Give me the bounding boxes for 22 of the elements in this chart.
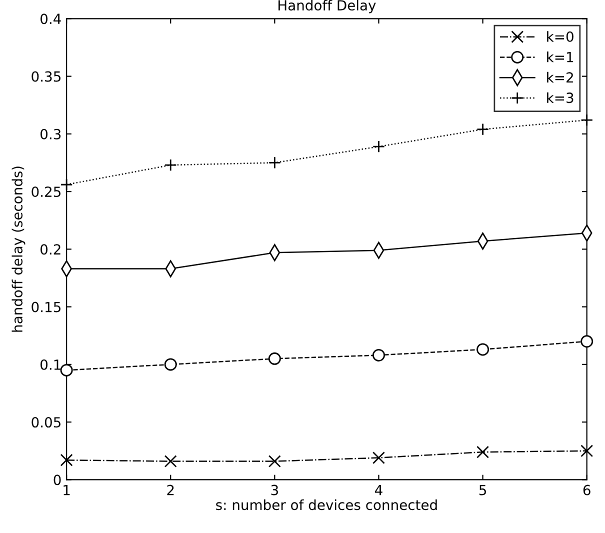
legend-label: k=3 — [547, 92, 574, 104]
y-tick-label: 0.05 — [32, 417, 60, 428]
y-tick-label: 0.2 — [40, 244, 60, 255]
y-tick-label: 0.4 — [40, 14, 61, 24]
y-tick-label: 0.3 — [40, 128, 61, 140]
legend-label: k=0 — [547, 31, 574, 42]
legend-label: k=2 — [547, 72, 573, 82]
x-tick-label: 6 — [583, 484, 590, 496]
y-tick-label: 0 — [54, 474, 61, 486]
x-tick-label: 4 — [374, 484, 382, 496]
y-tick-label: 0.15 — [32, 302, 60, 312]
y-tick-label: 0.35 — [32, 71, 60, 82]
x-tick-label: 2 — [167, 484, 174, 496]
y-axis-title: handoff delay (seconds) — [12, 166, 26, 332]
x-tick-label: 1 — [64, 484, 70, 496]
x-axis-title: s: number of devices connected — [216, 499, 437, 510]
legend-label: k=1 — [547, 52, 574, 62]
y-tick-label: 0.1 — [40, 359, 60, 370]
x-tick-label: 3 — [271, 484, 278, 496]
x-tick-label: 5 — [479, 484, 486, 496]
y-tick-label: 0.25 — [32, 186, 60, 198]
chart-title: Handoff Delay — [278, 0, 376, 14]
